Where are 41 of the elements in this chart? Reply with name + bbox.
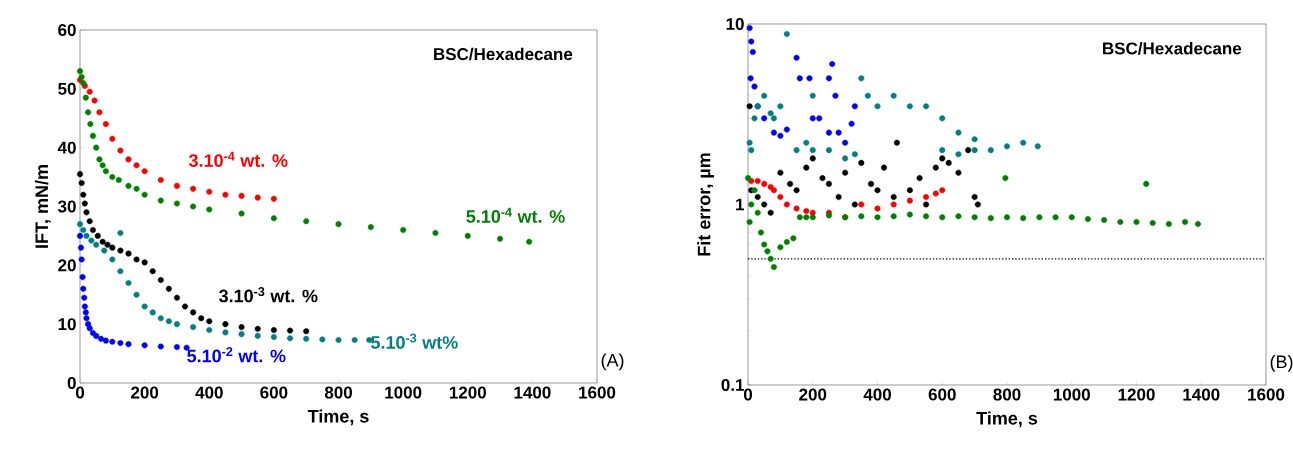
y-tick-label: 10 [726,17,744,31]
x-tick-label: 1600 [1248,388,1285,401]
x-tick-label: 1200 [1118,388,1155,401]
series-label: 3.10$^{-4}$ wt. % [188,151,288,167]
x-tick-label: 400 [863,388,891,401]
series-label: 5.10$^{-2}$ wt. % [187,347,286,363]
x-tick-label: 200 [799,388,827,401]
x-tick-label: 1400 [1183,388,1220,401]
text: (A) [601,353,624,371]
text: (B) [1270,354,1293,372]
x-tick-label: 0 [743,388,753,401]
x-tick-label: 0 [75,386,85,399]
series-label: 3.10$^{-3}$ wt. % [219,287,318,303]
x-tick-label: 800 [324,386,352,399]
y-tick-label: 0.1 [721,378,744,392]
series-label: 5.10$^{-3}$ wt% [371,333,458,349]
x-tick-label: 1400 [514,386,551,399]
x-tick-label: 1000 [1053,388,1090,401]
y-tick-label: 60 [58,23,76,37]
series-label: 5.10$^{-4}$ wt. % [466,207,565,223]
y-tick-label: 0 [67,376,76,390]
x-tick-label: 600 [928,388,956,401]
y-tick-label: 50 [58,82,76,95]
y-tick-label: 40 [57,141,76,154]
y-tick-label: 10 [58,318,76,331]
x-axis-title: Time, s [307,409,369,426]
y-tick-label: 20 [58,259,76,272]
x-tick-label: 1600 [579,386,616,399]
annotation: BSC/Hexadecane [434,47,573,61]
y-axis-title: Fit error, µm [697,153,714,256]
y-axis-title: IFT, mN/m [34,165,51,248]
x-axis-title: Time, s [976,411,1038,428]
x-tick-label: 800 [993,388,1021,401]
x-tick-label: 200 [131,386,159,399]
y-tick-label: 1 [736,198,744,211]
x-tick-label: 1200 [449,386,486,399]
x-tick-label: 1000 [385,386,422,399]
annotation: BSC/Hexadecane [1103,41,1242,55]
x-tick-label: 600 [260,386,288,399]
y-tick-label: 30 [57,200,76,213]
x-tick-label: 400 [195,386,223,399]
